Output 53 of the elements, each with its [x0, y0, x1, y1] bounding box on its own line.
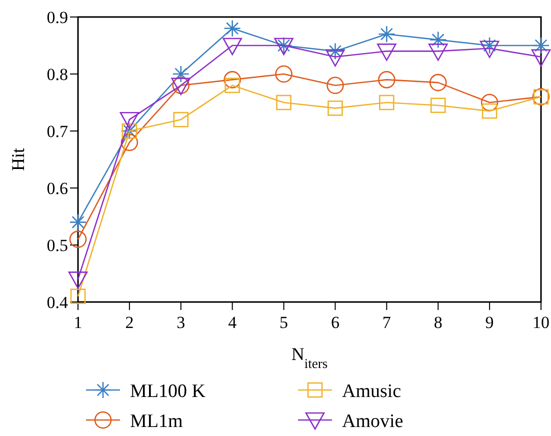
- y-tick-label: 0.7: [46, 122, 68, 141]
- point: [377, 44, 396, 61]
- point: [532, 36, 550, 54]
- x-axis-title: N$_{iters}$: [291, 344, 328, 370]
- point: [430, 98, 446, 113]
- point: [378, 25, 396, 43]
- y-tick-label: 0.4: [46, 293, 68, 312]
- x-tick-label: 5: [280, 313, 288, 332]
- point: [326, 76, 344, 94]
- point: [482, 103, 498, 119]
- point: [172, 65, 190, 83]
- x-tick-label: 4: [228, 313, 238, 332]
- point: [275, 65, 292, 83]
- point: [480, 40, 500, 58]
- legend-label: Amovie: [342, 411, 404, 432]
- y-tick-label: 0.5: [46, 236, 68, 255]
- x-tick-label: 1: [74, 313, 82, 332]
- point: [224, 71, 241, 88]
- point: [480, 36, 498, 54]
- y-tick-label: 0.8: [46, 65, 68, 84]
- point: [429, 74, 447, 92]
- point: [276, 94, 292, 110]
- point: [378, 71, 396, 88]
- x-tick-label: 10: [532, 313, 550, 332]
- point: [480, 94, 498, 112]
- point: [68, 272, 88, 289]
- point: [326, 42, 344, 60]
- point: [224, 20, 241, 38]
- x-tick-label: 3: [176, 313, 186, 332]
- x-tick-label: 2: [125, 313, 134, 332]
- y-tick-label: 0.6: [46, 179, 68, 198]
- point: [173, 112, 189, 128]
- x-tick-label: 7: [382, 313, 392, 332]
- point: [120, 134, 138, 152]
- point: [222, 38, 242, 56]
- y-tick-label: 0.9: [46, 8, 68, 27]
- point: [429, 31, 447, 48]
- x-tick-label: 9: [485, 313, 494, 332]
- legend-label: ML1m: [130, 411, 183, 432]
- y-axis-title: Hit: [8, 148, 28, 172]
- point: [224, 78, 240, 94]
- point: [379, 94, 394, 110]
- x-tick-label: 8: [434, 313, 442, 332]
- point: [69, 230, 87, 248]
- legend-label: ML100 K: [130, 381, 206, 402]
- point: [531, 49, 551, 67]
- legend-label: Amusic: [342, 381, 402, 402]
- point: [120, 112, 140, 130]
- x-tick-label: 6: [330, 313, 340, 332]
- point: [328, 100, 343, 116]
- point: [69, 214, 87, 231]
- point: [326, 49, 345, 67]
- point: [428, 44, 448, 61]
